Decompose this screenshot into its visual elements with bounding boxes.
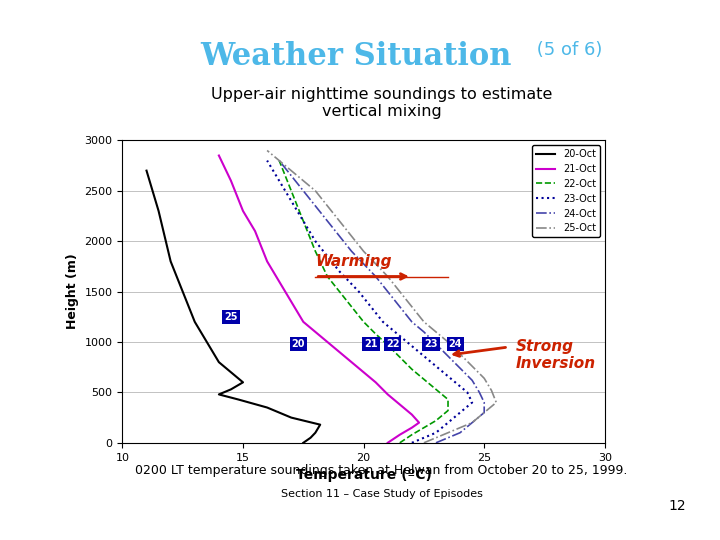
Text: WMO
OMM: WMO OMM [14, 491, 43, 513]
Y-axis label: Height (m): Height (m) [66, 254, 79, 329]
Text: 25: 25 [224, 312, 238, 322]
Text: 12: 12 [669, 499, 686, 513]
Text: 21: 21 [364, 339, 377, 349]
Text: 0200 LT temperature soundings taken at Helwan from October 20 to 25, 1999.: 0200 LT temperature soundings taken at H… [135, 464, 628, 477]
X-axis label: Temperature (ºC): Temperature (ºC) [296, 468, 431, 482]
Text: 22: 22 [386, 339, 400, 349]
Text: Strong
Inversion: Strong Inversion [516, 339, 595, 372]
Text: 23: 23 [424, 339, 438, 349]
Text: AREP
GURME: AREP GURME [9, 27, 49, 49]
Legend: 20-Oct, 21-Oct, 22-Oct, 23-Oct, 24-Oct, 25-Oct: 20-Oct, 21-Oct, 22-Oct, 23-Oct, 24-Oct, … [532, 145, 600, 238]
Text: 24: 24 [449, 339, 462, 349]
Text: Section 11 – Case Study of Episodes: Section 11 – Case Study of Episodes [281, 489, 482, 499]
Text: (5 of 6): (5 of 6) [531, 41, 602, 59]
Circle shape [16, 151, 42, 389]
Text: Upper-air nighttime soundings to estimate
vertical mixing: Upper-air nighttime soundings to estimat… [211, 87, 552, 119]
Text: Warming: Warming [315, 254, 392, 269]
Text: Weather Situation: Weather Situation [200, 41, 511, 72]
Text: 20: 20 [292, 339, 305, 349]
